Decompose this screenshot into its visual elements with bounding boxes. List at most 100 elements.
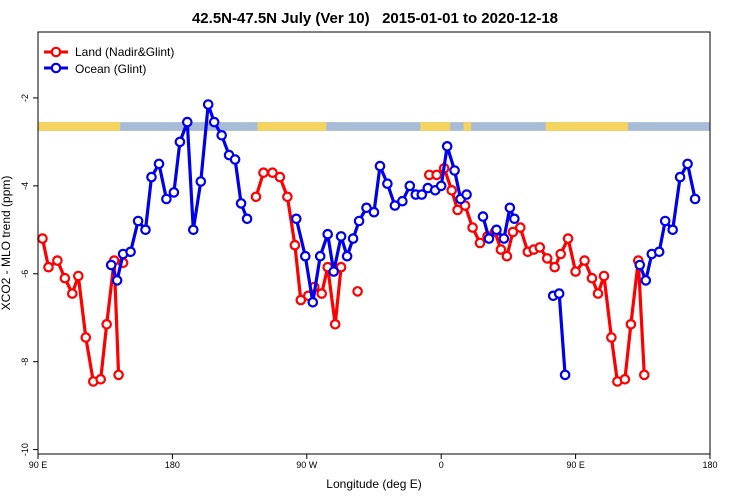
series-0-point-4-4	[452, 204, 463, 216]
series-0-point-4-24	[592, 288, 604, 299]
y-tick-label-4: -10	[20, 443, 30, 456]
series-1-point-1-3	[314, 250, 326, 262]
series-1-point-3-1	[553, 288, 565, 299]
series-0-point-0-4	[67, 288, 78, 299]
series-1-point-3-2	[559, 369, 571, 381]
series-0-point-4-17	[541, 253, 553, 264]
series-1-point-4-5	[667, 224, 678, 236]
series-1-point-1-0	[290, 213, 302, 225]
series-0-point-4-29	[625, 318, 637, 330]
series-1-point-2-3	[498, 233, 510, 244]
series-0-point-2-0	[250, 191, 262, 203]
series-0-point-4-21	[570, 266, 581, 277]
series-1-point-0-14	[202, 99, 214, 110]
x-tick-label-0: 90 E	[29, 460, 48, 470]
series-0-point-2-5	[289, 239, 301, 251]
series-1-point-4-8	[689, 193, 701, 205]
series-1-point-2-1	[483, 233, 495, 244]
series-0-point-0-8	[95, 373, 106, 385]
series-1-point-1-15	[397, 195, 408, 207]
series-1-point-1-6	[335, 231, 347, 242]
series-0-point-4-18	[549, 261, 560, 273]
series-0-point-4-26	[606, 332, 617, 343]
series-0-point-4-1	[431, 169, 442, 181]
series-1-point-4-6	[674, 171, 686, 183]
series-1-point-4-0	[634, 259, 646, 271]
y-axis-title: XCO2 - MLO trend (ppm)	[0, 176, 13, 311]
series-1-point-1-5	[328, 266, 339, 277]
y-tick-label-1: -4	[20, 182, 30, 190]
land-band-1	[257, 122, 327, 131]
series-1-point-0-18	[229, 154, 241, 165]
series-0-point-3-0	[352, 286, 363, 297]
x-tick-label-3: 0	[439, 460, 444, 470]
series-1-point-1-23	[449, 165, 460, 176]
series-0-point-2-12	[335, 261, 347, 273]
series-0-point-4-20	[562, 233, 574, 244]
series-1-point-1-25	[461, 189, 472, 200]
x-tick-label-2: 90 W	[296, 460, 318, 470]
series-0-point-4-31	[638, 369, 650, 381]
legend-ocean-label: Ocean (Glint)	[75, 62, 146, 76]
series-0-point-2-3	[274, 171, 286, 183]
series-0-point-0-6	[80, 332, 92, 343]
x-axis-title: Longitude (deg E)	[326, 477, 421, 491]
legend-land-label: Land (Nadir&Glint)	[75, 45, 174, 59]
legend-land-marker	[50, 46, 62, 58]
series-1-point-1-1	[299, 250, 311, 262]
series-0-point-0-3	[59, 272, 71, 284]
series-1-point-1-10	[361, 202, 372, 214]
ticks: 90 E 180 90 W 0 90 E 180 -2 -4 -6 -8 -10	[20, 94, 718, 470]
series-1-point-0-20	[241, 213, 253, 225]
series-0-point-2-6	[295, 294, 307, 306]
series-1-point-0-19	[235, 198, 247, 209]
land-band-0	[38, 122, 121, 131]
series-1-point-0-13	[195, 176, 207, 187]
series-0-point-2-11	[329, 318, 341, 330]
series-0-point-2-9	[316, 288, 327, 299]
ocean-band	[38, 122, 710, 131]
series-1-point-1-12	[374, 160, 386, 172]
series-1	[105, 99, 701, 381]
series-1-point-0-7	[153, 158, 165, 170]
x-tick-label-5: 180	[702, 460, 717, 470]
series-0-point-2-1	[258, 167, 269, 178]
y-tick-label-3: -8	[20, 358, 30, 366]
series-1-point-4-3	[653, 246, 665, 258]
series-0-point-4-3	[446, 185, 457, 196]
series-1-point-1-14	[389, 200, 401, 211]
series-1-point-1-2	[307, 296, 319, 308]
series-1-point-2-0	[477, 211, 489, 222]
series-0-point-4-22	[579, 255, 590, 266]
series-0-point-4-23	[586, 272, 598, 284]
series-1-point-0-11	[182, 116, 193, 128]
axes	[37, 31, 711, 455]
series-0-point-2-4	[282, 191, 293, 203]
series-1-point-0-3	[125, 246, 136, 258]
y-tick-label-0: -2	[20, 94, 30, 102]
land-band-2	[420, 122, 451, 131]
series-0-point-0-11	[113, 369, 124, 381]
land-band-4	[545, 122, 628, 131]
series-0-point-4-13	[514, 222, 526, 233]
series-1-point-2-5	[509, 213, 520, 225]
series-0-point-2-2	[267, 167, 278, 178]
y-tick-label-2: -6	[20, 270, 30, 278]
series-1-point-1-8	[347, 233, 359, 244]
series-1-point-1-18	[416, 189, 428, 200]
series-layer	[37, 99, 701, 387]
series-0-point-4-16	[534, 242, 546, 253]
series-0	[37, 163, 650, 387]
series-1-point-0-1	[111, 275, 123, 286]
series-1-point-0-16	[216, 130, 227, 141]
series-1-point-1-4	[322, 228, 333, 240]
series-0-point-4-25	[598, 270, 610, 282]
series-0-point-0-5	[73, 270, 84, 282]
series-1-point-1-13	[382, 178, 393, 189]
plot-frame	[37, 31, 711, 455]
series-1-point-0-8	[161, 193, 172, 205]
series-0-point-4-7	[474, 237, 486, 249]
series-1-line-3	[552, 292, 567, 376]
series-1-point-1-9	[353, 215, 365, 227]
